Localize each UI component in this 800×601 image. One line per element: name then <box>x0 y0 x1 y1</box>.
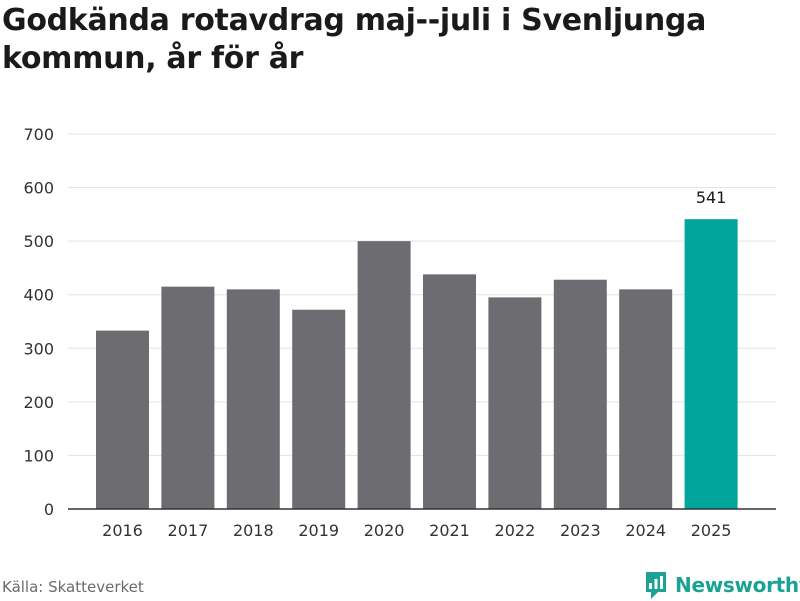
y-tick-label: 300 <box>23 339 54 358</box>
x-tick-label: 2020 <box>364 521 405 540</box>
y-tick-label: 200 <box>23 393 54 412</box>
x-tick-label: 2025 <box>691 521 732 540</box>
bar <box>423 274 476 509</box>
x-tick-label: 2024 <box>625 521 666 540</box>
x-tick-label: 2017 <box>168 521 209 540</box>
data-label: 541 <box>696 188 727 207</box>
bar <box>357 241 411 509</box>
y-tick-label: 400 <box>23 286 54 305</box>
y-tick-label: 100 <box>23 446 54 465</box>
y-tick-label: 700 <box>23 125 54 144</box>
bar <box>619 289 673 509</box>
x-tick-label: 2018 <box>233 521 274 540</box>
x-tick-label: 2022 <box>495 521 536 540</box>
x-tick-label: 2019 <box>298 521 339 540</box>
bar <box>226 289 280 509</box>
x-tick-label: 2023 <box>560 521 601 540</box>
brand-name: Newsworthy <box>675 573 800 597</box>
newsworthy-logo-icon <box>646 572 666 599</box>
x-tick-label: 2016 <box>102 521 143 540</box>
bar <box>292 309 346 509</box>
bar <box>96 330 149 509</box>
bar <box>684 219 738 509</box>
x-tick-label: 2021 <box>429 521 470 540</box>
bar <box>161 286 215 509</box>
y-tick-label: 0 <box>44 500 54 519</box>
source-note: Källa: Skatteverket <box>2 578 144 596</box>
brand-logo: Newsworthy <box>644 569 800 601</box>
bar <box>488 297 542 509</box>
y-tick-label: 600 <box>23 179 54 198</box>
y-tick-label: 500 <box>23 232 54 251</box>
bar <box>553 279 607 509</box>
chart-title: Godkända rotavdrag maj--juli i Svenljung… <box>2 3 707 76</box>
